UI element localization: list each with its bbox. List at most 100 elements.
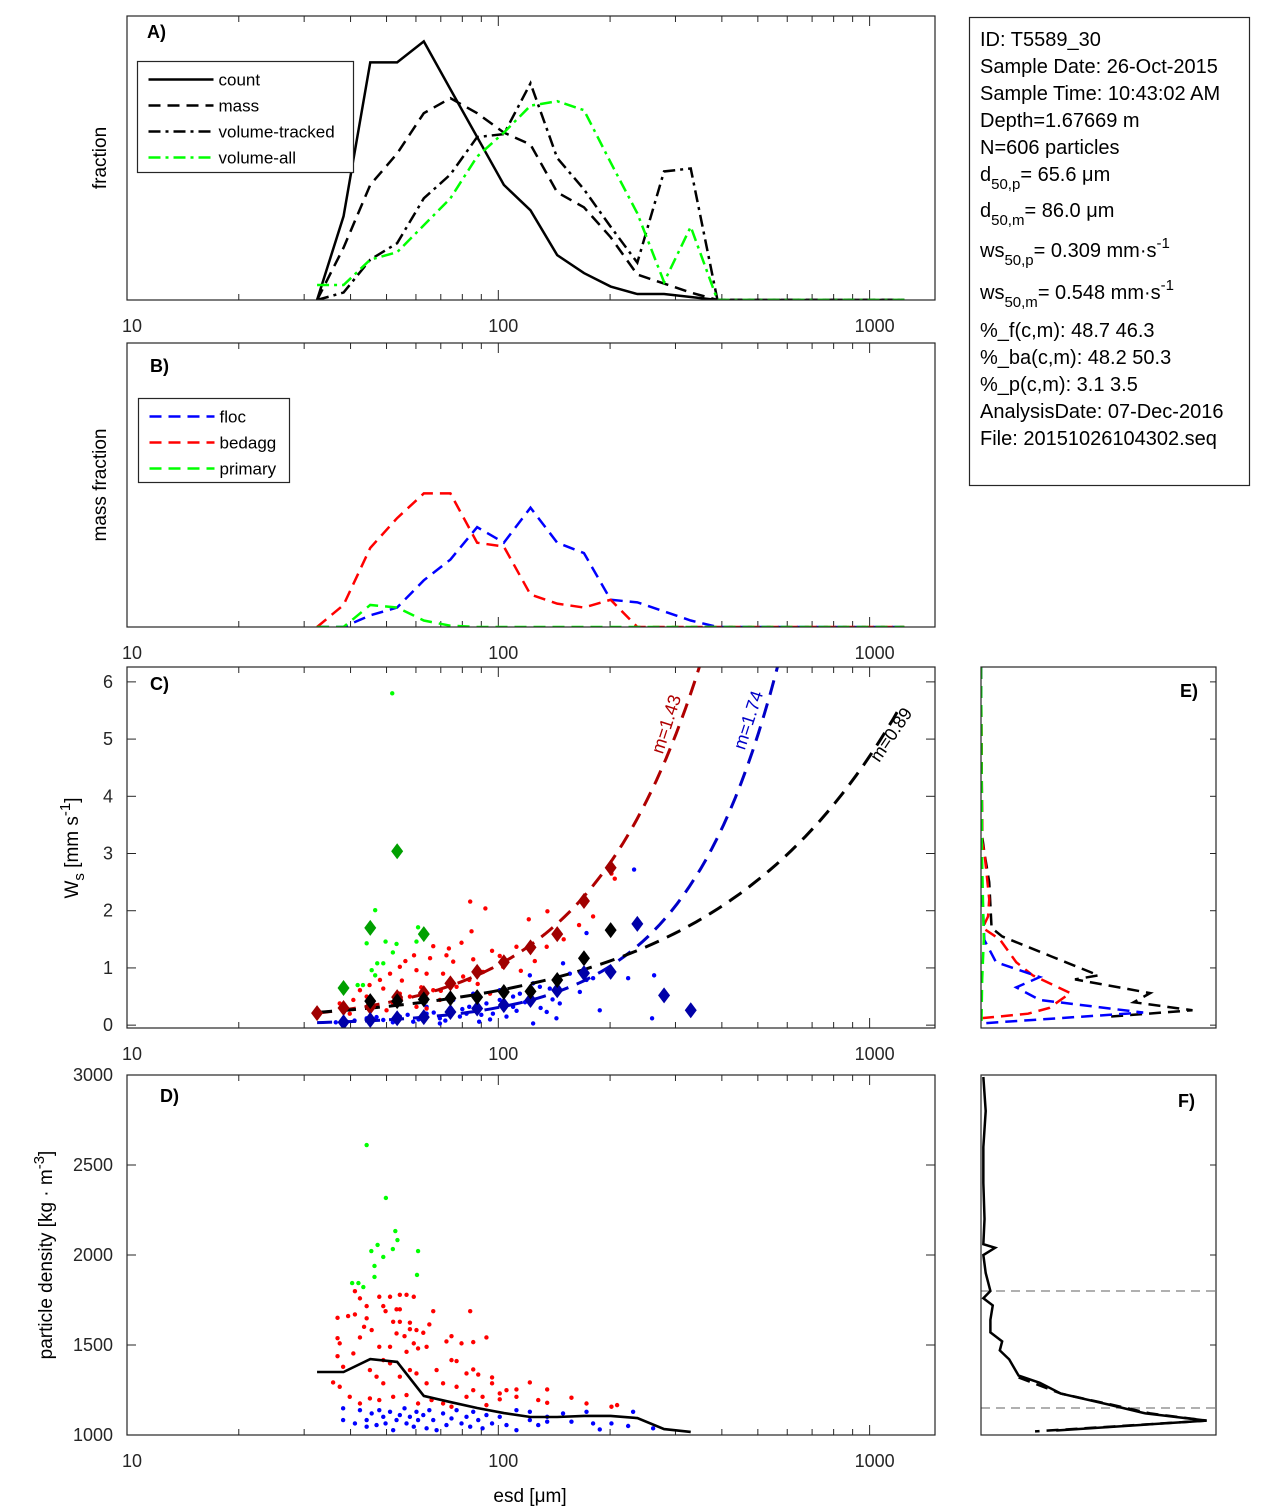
info-superscript: -1: [1156, 235, 1169, 252]
plot-area: [127, 343, 935, 627]
scatter-point-bedagg: [459, 940, 464, 945]
scatter-point-bedagg: [532, 958, 538, 964]
scatter-point-primary: [356, 1280, 361, 1286]
binned-mean-all: [417, 991, 430, 1008]
ylabel-end: ]: [36, 1151, 57, 1156]
scatter-point-floc: [527, 1409, 533, 1414]
scatter-point-bedagg: [454, 1358, 459, 1364]
scatter-point-floc: [421, 1412, 426, 1418]
info-value: = 86.0 μm: [1024, 200, 1114, 222]
scatter-point-primary: [375, 1242, 380, 1248]
legend: count mass volume-tracked volume-all: [136, 60, 355, 174]
scatter-point-floc: [457, 1014, 463, 1019]
scatter-point-floc: [405, 1012, 410, 1018]
scatter-point-floc: [431, 1010, 436, 1015]
scatter-point-floc: [454, 1407, 459, 1413]
scatter-point-bedagg: [387, 1294, 393, 1299]
scatter-point-primary: [414, 1272, 420, 1278]
scatter-point-bedagg: [449, 1333, 454, 1339]
axes-frame: [980, 666, 1217, 1029]
x-tick-label: 1000: [855, 1044, 895, 1064]
ylabel-main: W: [62, 881, 83, 899]
scatter-point-bedagg: [427, 1322, 432, 1327]
scatter-point-floc: [471, 1409, 476, 1414]
scatter-point-primary: [372, 1274, 377, 1280]
scatter-point-primary: [364, 1142, 369, 1148]
scatter-point-floc: [651, 973, 657, 978]
scatter-point-bedagg: [390, 1319, 396, 1324]
scatter-point-floc: [479, 1012, 484, 1018]
binned-mean-all: [524, 983, 537, 1000]
info-value: = 0.309 mm·s: [1034, 240, 1157, 262]
scatter-point-bedagg: [440, 971, 446, 976]
scatter-point-bedagg: [347, 1011, 352, 1016]
info-line: Sample Time: 10:43:02 AM: [980, 83, 1220, 105]
scatter-point-bedagg: [497, 953, 502, 959]
scatter-point-bedagg: [471, 957, 476, 962]
series-line-1: [1018, 1376, 1207, 1433]
scatter-point-bedagg: [407, 1320, 413, 1325]
scatter-point-bedagg: [397, 1374, 403, 1379]
scatter-point-bedagg: [404, 1392, 409, 1398]
scatter-point-bedagg: [407, 1367, 413, 1373]
scatter-point-bedagg: [407, 1326, 413, 1332]
scatter-point-bedagg: [397, 964, 403, 969]
scatter-point-bedagg: [460, 974, 466, 979]
x-tick-label: 10: [122, 643, 142, 663]
info-line: N=606 particles: [980, 137, 1120, 159]
scatter-point-bedagg: [483, 906, 488, 911]
scatter-point-floc: [333, 1020, 338, 1025]
series-line-count: [315, 39, 905, 300]
plot-content: [317, 1142, 691, 1434]
scatter-point-primary: [372, 973, 378, 978]
panel-c-ylabel: Ws [mm s-1]: [57, 797, 88, 898]
plot-area: [127, 667, 935, 1028]
scatter-point-floc: [476, 1019, 482, 1024]
binned-mean-floc: [577, 965, 590, 982]
scatter-point-floc: [440, 1411, 446, 1416]
scatter-point-bedagg: [434, 1367, 439, 1373]
scatter-point-bedagg: [440, 1381, 446, 1386]
info-line: ws50,m= 0.548 mm·s-1: [979, 277, 1174, 311]
binned-mean-all: [444, 990, 457, 1007]
series-line-0: [981, 1076, 1207, 1432]
y-tick-label: 3000: [73, 1065, 113, 1085]
scatter-point-bedagg: [357, 988, 363, 993]
panel-label: C): [150, 674, 169, 694]
scatter-point-floc: [544, 1009, 549, 1015]
scatter-point-floc: [340, 1406, 346, 1411]
scatter-point-bedagg: [394, 1307, 399, 1312]
legend-label: bedagg: [220, 434, 277, 453]
x-tick-label: 1000: [855, 643, 895, 663]
binned-mean-all: [497, 983, 510, 1000]
scatter-point-floc: [369, 1411, 374, 1416]
series-line-volume-all: [317, 99, 905, 300]
scatter-point-bedagg: [384, 1008, 389, 1013]
scatter-point-bedagg: [357, 1401, 363, 1406]
scatter-point-floc: [536, 1422, 541, 1428]
scatter-point-bedagg: [415, 1401, 421, 1406]
axes-frame: [126, 666, 936, 1029]
scatter-point-floc: [497, 997, 502, 1003]
scatter-point-bedagg: [480, 1394, 485, 1400]
scatter-point-bedagg: [544, 1400, 550, 1405]
scatter-point-bedagg: [424, 971, 429, 976]
scatter-point-bedagg: [471, 1367, 476, 1372]
legend: floc bedagg primary: [137, 397, 291, 484]
scatter-point-bedagg: [614, 1402, 620, 1408]
panel-a-ylabel: fraction: [90, 127, 111, 189]
info-box-text: ID: T5589_30 Sample Date: 26-Oct-2015 Samp…: [979, 29, 1223, 450]
scatter-point-bedagg: [431, 988, 436, 993]
binned-mean-floc: [604, 963, 617, 980]
scatter-point-floc: [467, 1004, 472, 1010]
scatter-point-bedagg: [476, 1372, 481, 1377]
scatter-point-bedagg: [377, 1397, 382, 1403]
scatter-point-bedagg: [514, 1394, 519, 1400]
scatter-point-primary: [390, 950, 396, 955]
binned-mean-floc: [497, 997, 510, 1014]
scatter-point-bedagg: [454, 984, 459, 990]
binned-mean-floc: [364, 1011, 377, 1028]
scatter-point-bedagg: [347, 1394, 352, 1400]
scatter-point-bedagg: [397, 1307, 403, 1312]
